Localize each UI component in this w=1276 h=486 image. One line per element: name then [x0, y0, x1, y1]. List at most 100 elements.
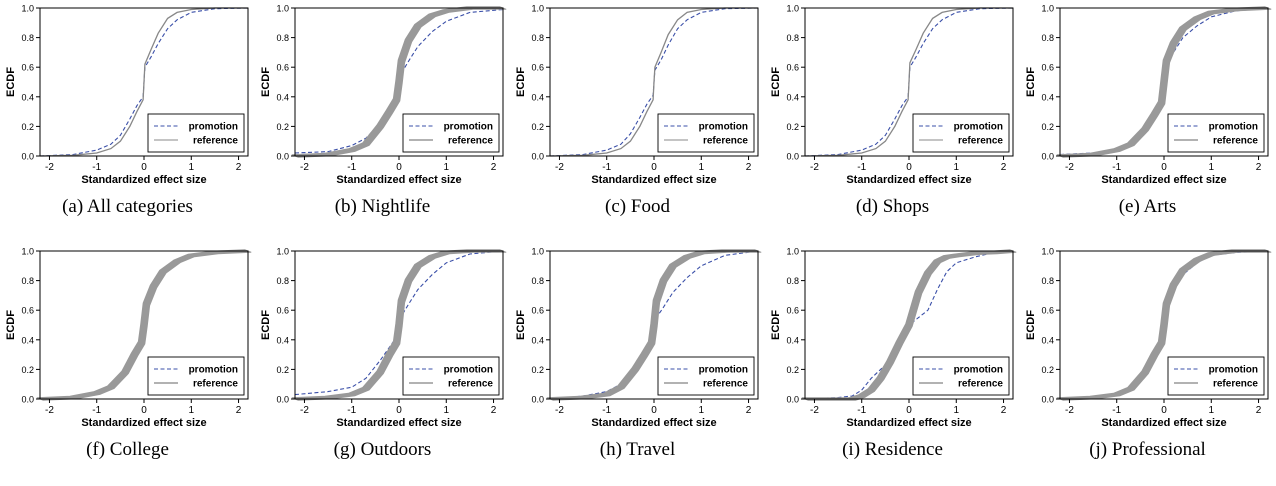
- y-tick-label: 0.8: [1041, 276, 1054, 286]
- chart-panel-f: -2 -1 0 1 2 0.0 0.2 0.4 0.6 0.8 1.0 Standardized ef…: [0, 243, 255, 486]
- y-axis-label: ECDF: [770, 310, 782, 340]
- x-tick-label: 1: [953, 405, 959, 416]
- y-tick-label: 0.0: [531, 152, 544, 162]
- y-tick-label: 1.0: [21, 247, 34, 257]
- x-axis-label: Standardized effect size: [336, 174, 461, 186]
- y-tick-label: 0.6: [531, 306, 544, 316]
- x-tick-label: -2: [45, 162, 54, 173]
- x-tick-label: 1: [443, 405, 449, 416]
- x-tick-label: 2: [1001, 162, 1007, 173]
- legend-label-reference: reference: [703, 379, 748, 390]
- chart-panel-e: -2 -1 0 1 2 0.0 0.2 0.4 0.6 0.8 1.0 Standardized ef…: [1020, 0, 1275, 243]
- x-tick-label: 2: [236, 405, 242, 416]
- legend-label-reference: reference: [958, 136, 1003, 147]
- legend-label-promotion: promotion: [1209, 365, 1258, 376]
- y-tick-label: 0.2: [531, 365, 544, 375]
- chart-svg-f: -2 -1 0 1 2 0.0 0.2 0.4 0.6 0.8 1.0 Standardized ef…: [5, 247, 252, 429]
- y-axis-label: ECDF: [770, 67, 782, 97]
- legend-label-promotion: promotion: [1209, 122, 1258, 133]
- y-tick-label: 0.0: [786, 395, 799, 405]
- x-axis-label: Standardized effect size: [81, 417, 206, 429]
- y-tick-label: 0.6: [1041, 63, 1054, 73]
- legend-label-promotion: promotion: [699, 365, 748, 376]
- x-axis-label: Standardized effect size: [591, 174, 716, 186]
- y-axis-label: ECDF: [260, 67, 272, 97]
- series-line-reference: [804, 7, 1013, 157]
- x-tick-label: -2: [810, 162, 819, 173]
- y-tick-label: 1.0: [1041, 247, 1054, 257]
- panel-caption: (c) Food: [605, 196, 670, 217]
- x-tick-label: -1: [1112, 405, 1121, 416]
- series-band-reference: [291, 6, 507, 158]
- chart-panel-a: -2 -1 0 1 2 0.0 0.2 0.4 0.6 0.8 1.0 Standardized ef…: [0, 0, 255, 243]
- y-tick-label: 0.8: [786, 33, 799, 43]
- y-axis-label: ECDF: [1025, 310, 1037, 340]
- series-band-reference: [1056, 249, 1272, 401]
- legend-label-promotion: promotion: [444, 365, 493, 376]
- y-tick-label: 0.2: [786, 365, 799, 375]
- y-axis-label: ECDF: [5, 67, 17, 97]
- y-tick-label: 0.0: [531, 395, 544, 405]
- y-tick-label: 1.0: [786, 247, 799, 257]
- y-tick-label: 0.8: [531, 33, 544, 43]
- y-tick-label: 1.0: [531, 247, 544, 257]
- chart-svg-i: -2 -1 0 1 2 0.0 0.2 0.4 0.6 0.8 1.0 Standardized ef…: [770, 247, 1017, 429]
- y-tick-label: 0.6: [786, 63, 799, 73]
- legend-label-reference: reference: [958, 379, 1003, 390]
- x-tick-label: 1: [698, 405, 704, 416]
- panel-caption: (b) Nightlife: [334, 196, 431, 217]
- y-tick-label: 0.6: [786, 306, 799, 316]
- panel-caption: (g) Outdoors: [333, 439, 432, 460]
- legend-label-reference: reference: [448, 379, 493, 390]
- chart-panel-h: -2 -1 0 1 2 0.0 0.2 0.4 0.6 0.8 1.0 Standardized ef…: [510, 243, 765, 486]
- y-axis-label: ECDF: [515, 67, 527, 97]
- y-tick-label: 0.0: [276, 152, 289, 162]
- x-tick-label: 2: [746, 405, 752, 416]
- x-tick-label: 2: [1256, 162, 1262, 173]
- y-tick-label: 0.4: [531, 335, 544, 345]
- y-tick-label: 0.2: [531, 122, 544, 132]
- y-tick-label: 0.4: [21, 92, 34, 102]
- x-tick-label: 2: [1001, 405, 1007, 416]
- y-tick-label: 0.0: [786, 152, 799, 162]
- chart-svg-a: -2 -1 0 1 2 0.0 0.2 0.4 0.6 0.8 1.0 Standardized ef…: [5, 4, 249, 186]
- y-tick-label: 0.4: [786, 335, 799, 345]
- panel-caption: (f) College: [86, 439, 169, 460]
- y-tick-label: 0.8: [21, 33, 34, 43]
- y-tick-label: 0.2: [21, 122, 34, 132]
- y-tick-label: 0.8: [276, 276, 289, 286]
- x-tick-label: 1: [1208, 162, 1214, 173]
- y-tick-label: 0.2: [1041, 122, 1054, 132]
- chart-panel-c: -2 -1 0 1 2 0.0 0.2 0.4 0.6 0.8 1.0 Standardized ef…: [510, 0, 765, 243]
- x-tick-label: 1: [188, 405, 194, 416]
- x-axis-label: Standardized effect size: [1101, 417, 1226, 429]
- chart-panel-b: -2 -1 0 1 2 0.0 0.2 0.4 0.6 0.8 1.0 Standardized ef…: [255, 0, 510, 243]
- y-tick-label: 0.6: [276, 63, 289, 73]
- y-tick-label: 0.4: [531, 92, 544, 102]
- legend: promotion reference: [657, 356, 755, 396]
- y-tick-label: 0.4: [786, 92, 799, 102]
- y-tick-label: 0.6: [21, 63, 34, 73]
- x-tick-label: 1: [188, 162, 194, 173]
- x-tick-label: -2: [45, 405, 54, 416]
- panel-caption: (i) Residence: [842, 439, 943, 460]
- y-tick-label: 0.8: [21, 276, 34, 286]
- x-tick-label: 2: [491, 405, 497, 416]
- panel-caption: (h) Travel: [599, 439, 676, 460]
- series-band-reference: [36, 249, 252, 401]
- x-tick-label: -2: [555, 405, 564, 416]
- x-tick-label: 2: [746, 162, 752, 173]
- legend: promotion reference: [147, 113, 245, 153]
- x-tick-label: 0: [1161, 405, 1167, 416]
- y-tick-label: 0.0: [21, 152, 34, 162]
- x-tick-label: 0: [141, 162, 147, 173]
- legend-label-promotion: promotion: [954, 365, 1003, 376]
- x-axis-label: Standardized effect size: [846, 174, 971, 186]
- x-axis-label: Standardized effect size: [591, 417, 716, 429]
- y-axis-label: ECDF: [1025, 67, 1037, 97]
- y-tick-label: 0.4: [21, 335, 34, 345]
- x-tick-label: 0: [396, 162, 402, 173]
- chart-svg-e: -2 -1 0 1 2 0.0 0.2 0.4 0.6 0.8 1.0 Standardized ef…: [1025, 4, 1272, 186]
- x-tick-label: -1: [857, 405, 866, 416]
- x-tick-label: 1: [698, 162, 704, 173]
